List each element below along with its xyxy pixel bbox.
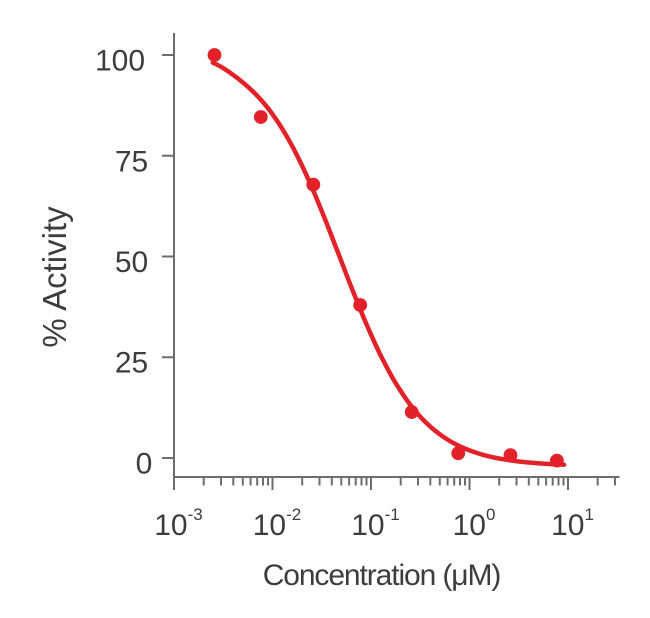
svg-text:100: 100 xyxy=(453,505,496,542)
svg-text:% Activity: % Activity xyxy=(36,206,73,348)
svg-text:100: 100 xyxy=(95,45,145,78)
svg-text:75: 75 xyxy=(115,145,148,178)
svg-text:50: 50 xyxy=(115,246,148,279)
svg-text:Concentration (μM): Concentration (μM) xyxy=(263,559,501,592)
svg-text:0: 0 xyxy=(136,448,153,481)
svg-text:25: 25 xyxy=(115,347,148,380)
